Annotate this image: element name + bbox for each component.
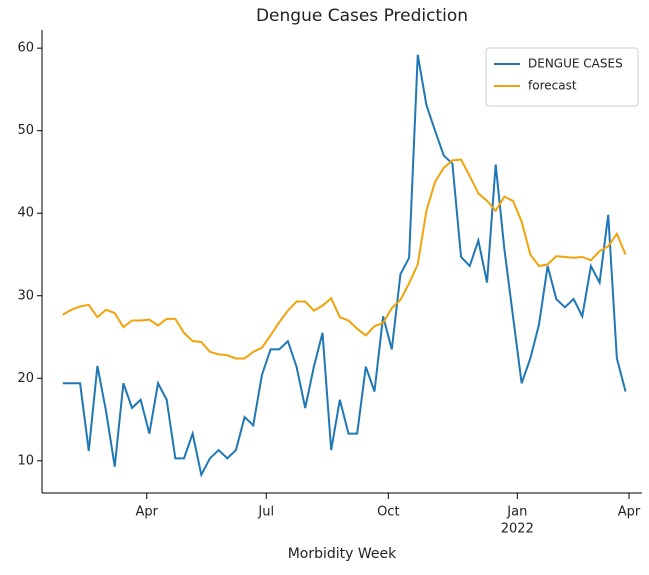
y-tick-label: 60	[17, 41, 34, 56]
legend-label: DENGUE CASES	[528, 57, 623, 71]
series-line	[62, 158, 627, 360]
y-tick-label: 10	[17, 453, 34, 468]
legend-label: forecast	[528, 79, 577, 93]
y-tick-label: 40	[17, 206, 34, 221]
x-axis-label: Morbidity Week	[288, 546, 397, 562]
y-tick-label: 50	[17, 123, 34, 138]
series-line	[62, 54, 627, 478]
legend-box	[485, 47, 639, 107]
x-tick-label: Jul	[257, 505, 274, 520]
y-tick-label: 20	[17, 371, 34, 386]
x-year-label: 2022	[501, 522, 534, 537]
x-tick-label: Apr	[618, 505, 641, 520]
chart-title: Dengue Cases Prediction	[256, 6, 468, 26]
x-tick-label: Jan	[506, 505, 527, 520]
x-tick-label: Apr	[136, 505, 159, 520]
y-tick-label: 30	[17, 288, 34, 303]
x-tick-label: Oct	[377, 505, 399, 520]
